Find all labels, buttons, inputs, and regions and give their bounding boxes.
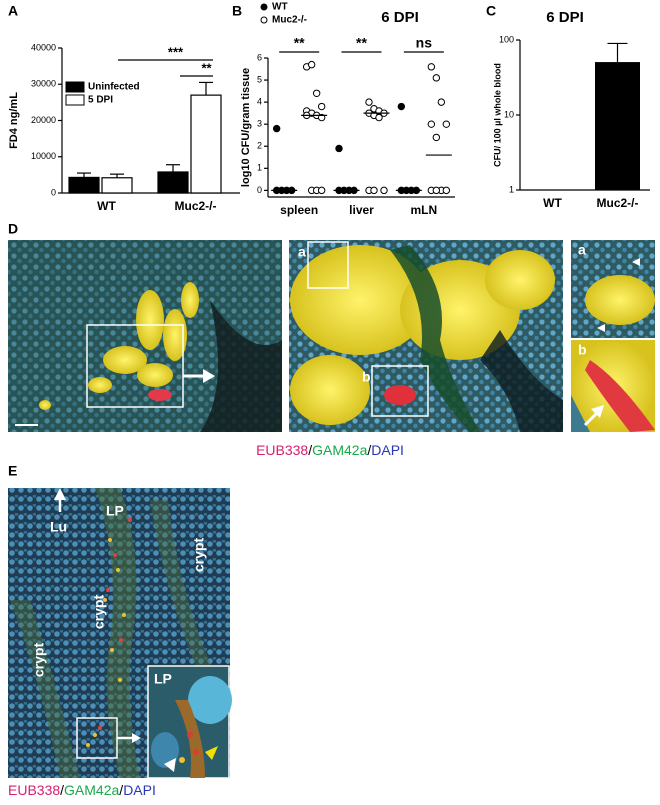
bar [68,176,100,194]
micrograph [8,488,232,779]
x-tick-label: spleen [280,203,318,217]
y-tick-label: 4 [257,97,262,107]
caption-part: / [367,442,371,458]
panel-label: E [8,463,17,479]
image-label: LP [106,503,124,519]
panel-label: C [486,3,496,19]
x-tick-label: WT [543,196,562,210]
bar [595,62,640,191]
data-point [312,89,321,98]
data-point [317,186,326,195]
bar [157,171,189,194]
caption-part: DAPI [123,782,156,798]
legend-marker [260,16,268,24]
data-point [365,98,373,106]
chart-title: 6 DPI [381,9,419,26]
data-point [432,74,441,82]
y-axis-label: log10 CFU/gram tissue [240,68,252,187]
y-tick-label: 1 [509,184,514,194]
caption-part: / [119,782,123,798]
x-tick-label: WT [97,199,116,213]
y-tick-label: 6 [257,52,262,62]
legend-label: 5 DPI [88,95,113,106]
image-label: b [578,342,587,358]
panel-label: B [232,3,242,19]
x-tick-label: Muc2-/- [175,199,217,213]
y-tick-label: 2 [257,141,262,151]
caption: EUB338/GAM42a/DAPI [8,782,156,798]
caption-part: EUB338 [256,442,308,458]
data-point [335,144,343,153]
x-tick-label: mLN [410,203,437,217]
image-label: crypt [191,538,207,573]
data-point [317,113,326,122]
y-axis-label: FD4 ng/mL [8,92,20,149]
data-point [442,120,451,128]
data-point [397,102,406,111]
y-tick-label: 3 [257,119,262,129]
legend-label: Uninfected [88,82,140,93]
y-tick-label: 30000 [31,79,56,89]
chart-title: 6 DPI [546,9,584,26]
data-point [317,102,326,111]
data-point [427,63,436,71]
significance-label: ** [356,35,367,51]
image-label: a [578,242,586,258]
legend-marker [260,3,268,11]
legend-label: Muc2-/- [272,15,307,26]
y-tick-label: 0 [257,185,262,195]
bar [101,177,133,194]
legend-label: WT [272,2,288,13]
caption-part: / [308,442,312,458]
y-tick-label: 10000 [31,151,56,161]
data-point [370,186,378,195]
data-point [380,186,388,195]
y-tick-label: 5 [257,74,262,84]
y-tick-label: 100 [499,34,514,44]
bar [190,94,222,194]
data-point [432,133,441,142]
significance-label: ns [416,35,433,51]
significance-label: ** [294,35,305,51]
image-label: crypt [91,595,107,630]
y-tick-label: 10 [504,109,514,119]
significance-label: ** [201,60,212,75]
x-tick-label: liver [349,203,374,217]
panel-label: A [8,3,18,19]
caption-part: GAM42a [64,782,119,798]
caption-part: GAM42a [312,442,367,458]
image-label: LP [154,671,172,687]
caption-part: / [60,782,64,798]
y-axis-label: CFU/ 100 µl whole blood [492,63,502,167]
y-tick-label: 40000 [31,42,56,52]
data-point [442,186,451,195]
image-label: crypt [31,643,47,678]
data-point [375,113,383,122]
data-point [427,120,436,128]
caption-part: EUB338 [8,782,60,798]
legend-swatch [65,81,85,93]
micrograph [8,240,655,432]
caption-part: DAPI [371,442,404,458]
y-tick-label: 20000 [31,115,56,125]
y-tick-label: 1 [257,163,262,173]
significance-label: *** [168,44,184,59]
panel-label: D [8,221,18,237]
data-point [437,98,446,106]
image-label: a [298,244,306,260]
data-point [432,186,441,195]
data-point [307,60,316,69]
y-tick-label: 0 [51,187,56,197]
x-tick-label: Muc2-/- [597,196,639,210]
image-label: b [362,369,371,385]
image-label: Lu [50,519,67,535]
legend-swatch [65,94,85,106]
data-point [272,124,281,133]
caption: EUB338/GAM42a/DAPI [256,442,404,458]
